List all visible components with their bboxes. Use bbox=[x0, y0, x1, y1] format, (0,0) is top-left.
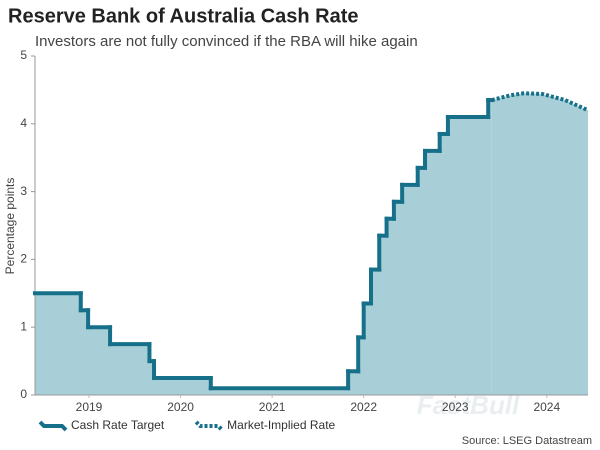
area bbox=[491, 93, 588, 395]
y-tick-label: 5 bbox=[20, 48, 27, 62]
x-tick-label: 2021 bbox=[259, 400, 286, 414]
x-tick-label: 2020 bbox=[167, 400, 194, 414]
x-tick-label: 2022 bbox=[350, 400, 377, 414]
line bbox=[491, 91, 589, 113]
y-tick-label: 3 bbox=[20, 184, 27, 198]
legend-swatch bbox=[194, 420, 224, 432]
y-tick-label: 4 bbox=[20, 116, 27, 130]
legend-label: Cash Rate Target bbox=[71, 418, 165, 432]
chart-title: Reserve Bank of Australia Cash Rate bbox=[8, 5, 359, 27]
legend-swatch bbox=[38, 420, 68, 432]
y-axis-label: Percentage points bbox=[3, 178, 17, 275]
source: Source: LSEG Datastream bbox=[462, 435, 592, 447]
x-tick-label: 2023 bbox=[442, 400, 469, 414]
y-tick-label: 0 bbox=[20, 387, 27, 401]
x-tick-label: 2024 bbox=[533, 400, 560, 414]
area bbox=[35, 100, 492, 395]
area-layer bbox=[35, 93, 588, 395]
y-tick-label: 1 bbox=[20, 319, 27, 333]
legend-label: Market-Implied Rate bbox=[227, 418, 335, 432]
y-tick-label: 2 bbox=[20, 252, 27, 266]
x-tick-label: 2019 bbox=[76, 400, 103, 414]
chart-subtitle: Investors are not fully convinced if the… bbox=[35, 33, 418, 50]
